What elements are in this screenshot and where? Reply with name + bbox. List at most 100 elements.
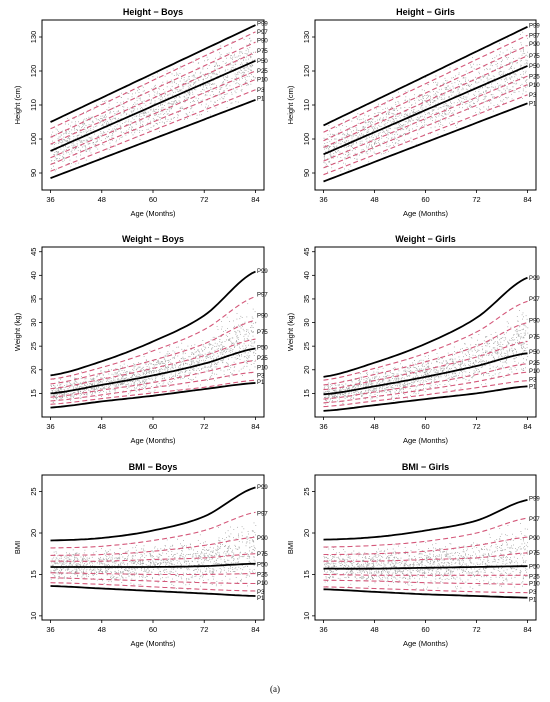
observation-dot [210,76,212,77]
observation-dot [143,113,144,115]
observation-dot [335,146,337,148]
observation-dot [127,93,129,94]
chart-title: Height − Boys [123,7,183,17]
observation-dot [107,121,108,122]
observation-dot [497,89,499,91]
observation-dot [100,388,101,390]
observation-dot [458,116,460,117]
observation-dot [489,351,491,353]
observation-dot [372,126,374,127]
observation-dot [173,92,174,93]
observation-dot [495,97,497,99]
observation-dot [54,144,55,145]
observation-dot [191,363,193,365]
observation-dot [80,397,81,399]
observation-dot [388,113,390,114]
observation-dot [445,105,447,107]
observation-dot [100,118,101,119]
observation-dot [367,142,368,144]
observation-dot [371,385,373,386]
observation-dot [402,388,404,390]
observation-dot [194,344,196,346]
observation-dot [474,95,476,96]
observation-dot [201,348,202,350]
observation-dot [237,339,239,340]
observation-dot [375,135,377,137]
observation-dot [365,126,366,128]
observation-dot [497,83,498,84]
observation-dot [121,370,123,371]
observation-dot [326,146,328,148]
observation-dot [485,91,487,93]
observation-dot [154,370,155,372]
observation-dot [185,371,187,372]
percentile-curve-p75 [50,51,256,145]
observation-dot [494,373,496,375]
observation-dot [206,94,208,96]
observation-dot [151,379,153,381]
observation-dot [477,371,479,373]
observation-dot [194,82,196,84]
observation-dot [175,374,176,376]
observation-dot [115,372,117,374]
observation-dot [495,86,496,88]
observation-dot [206,87,207,88]
observation-dot [160,361,162,363]
observation-dot [353,398,355,399]
observation-dot [240,51,242,53]
observation-dot [382,109,384,110]
observation-dot [94,378,96,380]
observation-dot [247,62,249,64]
observation-dot [62,397,63,398]
observation-dot [407,100,409,101]
observation-dot [350,397,352,399]
observation-dot [82,123,84,124]
observation-dot [497,63,498,64]
observation-dot [93,389,95,390]
observation-dot [157,123,158,125]
observation-dot [53,388,54,390]
observation-dot [172,365,174,367]
observation-dot [155,376,157,378]
observation-dot [351,150,353,152]
observation-dot [76,378,77,379]
observation-dot [133,129,134,130]
observation-dot [59,390,60,392]
observation-dot [57,129,58,131]
observation-dot [89,142,91,144]
observation-dot [248,38,250,39]
observation-dot [210,114,211,116]
observation-dot [374,394,376,395]
observation-dot [251,342,253,344]
observation-dot [207,354,209,356]
observation-dot [390,108,391,109]
observation-dot [463,377,465,379]
percentile-curve-p97 [323,34,528,133]
observation-dot [161,371,163,373]
observation-dot [244,53,246,54]
observation-dot [59,397,61,399]
observation-dot [234,53,235,55]
observation-dot [155,378,157,379]
observation-dot [242,71,243,73]
observation-dot [108,384,110,386]
observation-dot [387,386,389,388]
observation-dot [512,337,514,338]
observation-dot [132,375,133,377]
observation-dot [92,378,94,380]
observation-dot [153,94,155,96]
observation-dot [216,373,218,375]
observation-dot [253,352,254,354]
observation-dot [164,363,166,364]
observation-dot [404,99,406,101]
observation-dot [135,92,136,94]
observation-dot [433,110,435,111]
observation-dot [332,155,334,157]
observation-dot [493,76,495,77]
observation-dot [446,373,447,375]
observation-dot [486,108,487,110]
y-tick-label: 45 [29,248,38,256]
observation-dot [145,386,147,387]
observation-dot [340,170,342,172]
observation-dot [193,368,195,370]
